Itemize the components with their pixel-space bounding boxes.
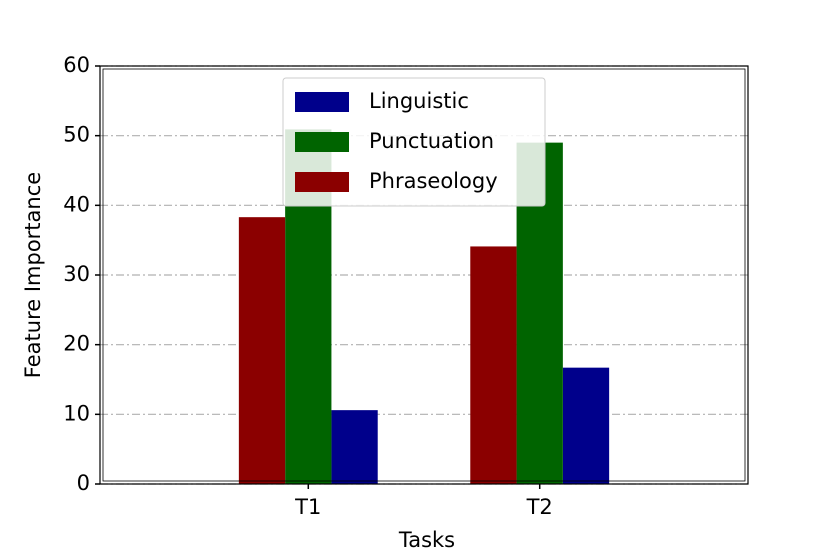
y-tick-label: 40	[63, 192, 90, 216]
legend-label: Linguistic	[369, 89, 469, 113]
legend-swatch	[295, 132, 349, 152]
bar	[470, 246, 517, 484]
y-tick-label: 10	[63, 401, 90, 425]
legend-swatch	[295, 172, 349, 192]
bar	[331, 410, 378, 484]
y-tick-label: 20	[63, 332, 90, 356]
bar	[562, 367, 610, 484]
x-tick-label: T1	[294, 495, 321, 519]
bar	[238, 217, 286, 484]
legend-swatch	[295, 92, 349, 112]
y-tick-label: 50	[63, 123, 90, 147]
x-tick-label: T2	[526, 495, 553, 519]
y-tick-label: 0	[77, 471, 90, 495]
legend-label: Punctuation	[369, 129, 494, 153]
legend-label: Phraseology	[369, 169, 498, 193]
x-axis-label: Tasks	[398, 528, 455, 552]
y-tick-label: 60	[63, 53, 90, 77]
y-axis-label: Feature Importance	[21, 172, 45, 378]
axes-frame-inner	[102, 68, 746, 482]
axes-frame	[99, 65, 749, 485]
y-tick-label: 30	[63, 262, 90, 286]
